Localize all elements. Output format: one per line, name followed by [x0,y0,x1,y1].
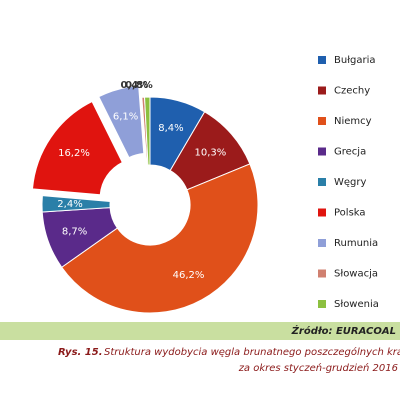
legend-label: Słowenia [334,299,379,310]
legend-swatch [318,86,326,95]
legend-label: Czechy [334,86,370,97]
slice [31,100,123,196]
slice [144,96,151,166]
data-label: 10,3% [195,148,227,159]
caption-label: Rys. 15. [58,347,103,358]
data-label: 0,8% [125,80,153,91]
legend-label: Bułgaria [334,55,376,66]
legend-label: Niemcy [334,116,372,127]
legend-swatch [318,239,326,247]
legend-label: Słowacja [334,269,378,280]
legend-swatch [318,56,326,64]
legend-swatch [318,117,326,125]
legend-swatch [318,147,326,156]
source-band [0,322,400,340]
legend-label: Grecja [334,147,366,158]
source: Źródło: EURACOAL [291,324,396,337]
data-label: 46,2% [173,270,205,281]
legend-label: Rumunia [334,238,378,249]
slice [61,163,259,314]
data-label: 8,7% [62,227,87,238]
legend-label: Węgry [334,177,366,188]
legend-swatch [318,178,326,186]
caption-line: za okres styczeń-grudzień 2016 [238,362,398,374]
legend-swatch [318,269,326,278]
slice [98,85,145,159]
data-label: 8,4% [158,123,183,134]
legend-swatch [318,300,326,308]
data-label: 2,4% [57,199,82,210]
legend-swatch [318,208,326,217]
caption-line: Struktura wydobycia węgla brunatnego pos… [104,346,400,358]
data-label: 16,2% [58,148,90,159]
data-label: 6,1% [113,111,138,122]
slice [41,195,111,213]
legend-label: Polska [334,208,366,219]
data-label: 0,4% [121,80,149,91]
